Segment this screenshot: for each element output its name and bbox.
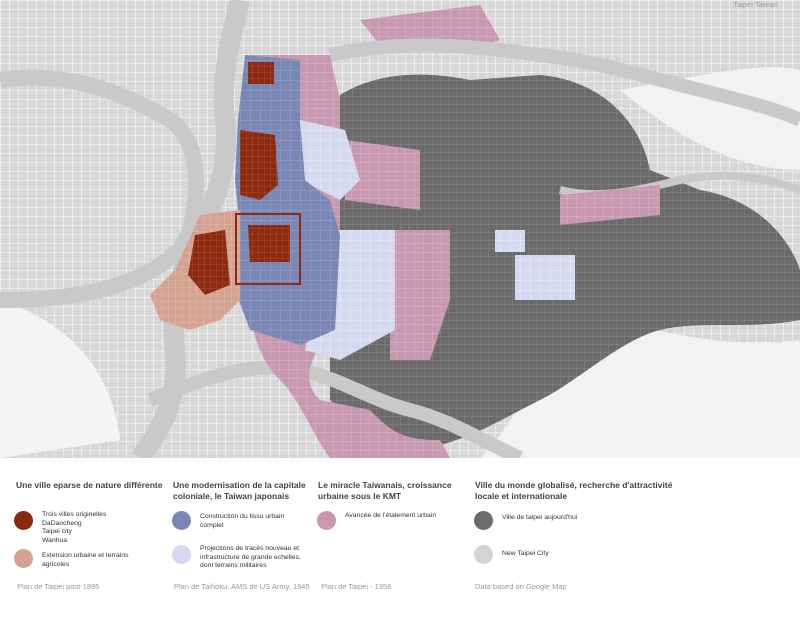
legend-col-post-1895: Une ville eparse de nature différente	[16, 480, 166, 491]
city-wall-outline	[235, 213, 301, 285]
legend-title-3a: Le miracle Taiwanais, croissance	[318, 480, 452, 490]
label-projections: Projections de tracés nouveau et infrast…	[200, 545, 301, 570]
projection-north	[300, 120, 360, 200]
legend-entry-urban-fabric: Construction du tissu urbain complet	[172, 511, 284, 530]
legend-title-1: Une ville eparse de nature différente	[16, 480, 163, 490]
label-urban-fabric: Construction du tissu urbain complet	[200, 513, 285, 529]
legend-entry-sprawl: Avancée de l'étalement urbain	[317, 511, 436, 530]
town-wanhua	[188, 230, 230, 295]
swatch-taipei-today	[474, 511, 493, 530]
map-corner-label: Taipei Taiwan	[733, 2, 778, 9]
legend-col-global: Ville du monde globalisé, recherche d'at…	[475, 480, 735, 502]
tamsui-river-west	[0, 69, 204, 308]
swatch-new-taipei	[474, 545, 493, 564]
legend-col-kmt: Le miracle Taiwanais, croissance urbaine…	[318, 480, 468, 502]
map-canvas	[0, 0, 800, 458]
label-agricultural: Extension urbaine et terrains agricoles	[42, 552, 129, 568]
legend-entry-projections: Projections de tracés nouveau et infrast…	[172, 545, 301, 571]
legend-entry-taipei-today: Ville de taipei aujourd'hui	[474, 511, 577, 530]
keelung-river	[328, 38, 800, 127]
town-north-fragment	[248, 62, 274, 84]
legend-entry-new-taipei: New Taipei City	[474, 545, 549, 564]
label-original-towns: Trois villes originelles DaDaocheng Taip…	[42, 511, 107, 544]
kmt-sprawl-east-2	[345, 140, 420, 210]
projection-east	[515, 255, 575, 300]
swatch-urban-fabric	[172, 511, 191, 530]
legend-title-4a: Ville du monde globalisé, recherche d'at…	[475, 480, 673, 490]
open-land-ne	[620, 67, 800, 170]
legend-title-2b: coloniale, le Taiwan japonais	[173, 491, 290, 501]
kmt-sprawl-east-1	[390, 230, 450, 360]
town-dadaocheng	[240, 130, 278, 200]
legend-entry-original-towns: Trois villes originelles DaDaocheng Taip…	[14, 511, 106, 545]
swatch-sprawl	[317, 511, 336, 530]
legend-title-2a: Une modernisation de la capitale	[173, 480, 306, 490]
kmt-sprawl-east-3	[560, 185, 660, 225]
source-col-3: Plan de Taipei - 1958	[321, 582, 392, 591]
kmt-sprawl-north	[360, 5, 500, 50]
source-col-1: Plan de Taipei post-1895	[17, 582, 100, 591]
swatch-projections	[172, 545, 191, 564]
xindian-river	[147, 360, 523, 458]
projection-east-small	[495, 230, 525, 252]
legend-title-4b: locale et internationale	[475, 491, 568, 501]
legend: Une ville eparse de nature différente Tr…	[0, 458, 800, 618]
source-col-4: Data based on Google Map	[475, 582, 567, 591]
label-new-taipei: New Taipei City	[502, 550, 549, 557]
swatch-original-towns	[14, 511, 33, 530]
label-taipei-today: Ville de taipei aujourd'hui	[502, 514, 578, 521]
label-sprawl: Avancée de l'étalement urbain	[345, 512, 437, 519]
japanese-urban-fabric	[235, 55, 340, 345]
legend-entry-agricultural: Extension urbaine et terrains agricoles	[14, 549, 129, 569]
town-taipei-city	[248, 225, 290, 262]
legend-col-japanese: Une modernisation de la capitale colonia…	[173, 480, 323, 502]
historical-map: Taipei Taiwan	[0, 0, 800, 458]
open-land-sw	[0, 300, 120, 458]
swatch-agricultural	[14, 549, 33, 568]
legend-title-3b: urbaine sous le KMT	[318, 491, 402, 501]
source-col-2: Plan de Taihoku, AMS de US Army, 1945	[174, 582, 310, 591]
